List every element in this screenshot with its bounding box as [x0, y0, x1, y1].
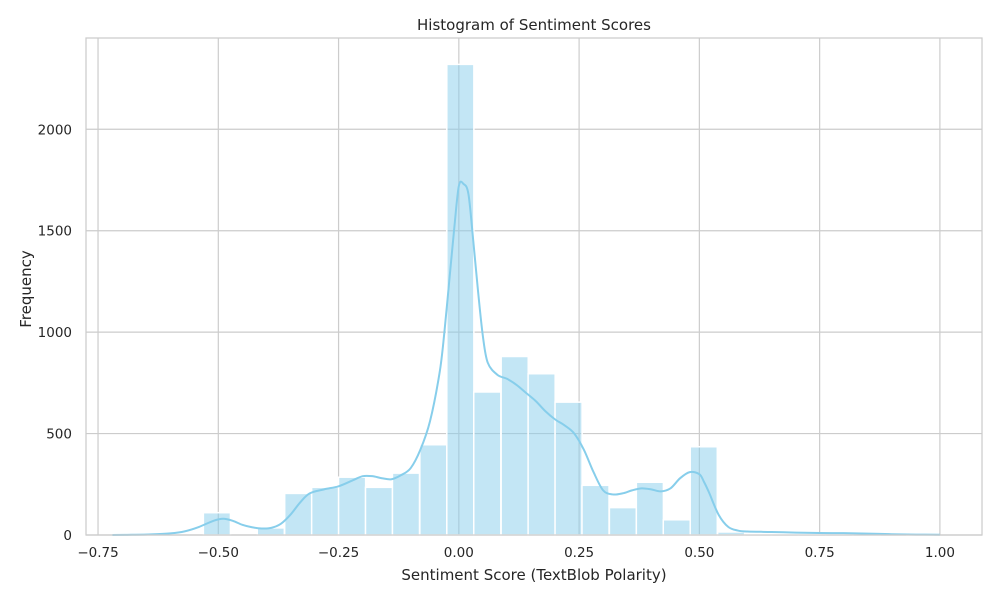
histogram-bar — [285, 493, 312, 535]
histogram-bar — [420, 445, 447, 535]
histogram-bar — [312, 487, 339, 535]
x-tick-label: 0.50 — [684, 545, 714, 561]
x-axis-label: Sentiment Score (TextBlob Polarity) — [401, 566, 666, 584]
y-tick-label: 1000 — [38, 325, 72, 341]
y-tick-labels: 0 500 1000 1500 2000 — [38, 122, 72, 544]
x-tick-labels: −0.75 −0.50 −0.25 0.00 0.25 0.50 0.75 1.00 — [77, 545, 955, 561]
histogram-bar — [392, 473, 419, 535]
histogram-bar — [636, 482, 663, 535]
y-tick-label: 2000 — [38, 122, 72, 138]
histogram-bar — [366, 487, 393, 535]
y-tick-label: 1500 — [38, 224, 72, 240]
histogram-bar — [609, 508, 636, 535]
x-tick-label: 1.00 — [925, 545, 955, 561]
bars-layer — [203, 64, 933, 535]
histogram-bar — [474, 392, 501, 535]
chart-title: Histogram of Sentiment Scores — [417, 16, 651, 34]
x-tick-label: 0.25 — [564, 545, 594, 561]
histogram-bar — [690, 447, 717, 535]
y-tick-label: 500 — [46, 427, 72, 443]
x-tick-label: 0.75 — [805, 545, 835, 561]
y-axis-label: Frequency — [17, 250, 35, 328]
x-tick-label: −0.75 — [77, 545, 118, 561]
x-tick-label: 0.00 — [444, 545, 474, 561]
y-tick-label: 0 — [63, 528, 72, 544]
histogram-bar — [447, 64, 474, 535]
histogram-bar — [663, 520, 690, 535]
x-tick-label: −0.25 — [318, 545, 359, 561]
x-tick-label: −0.50 — [198, 545, 239, 561]
